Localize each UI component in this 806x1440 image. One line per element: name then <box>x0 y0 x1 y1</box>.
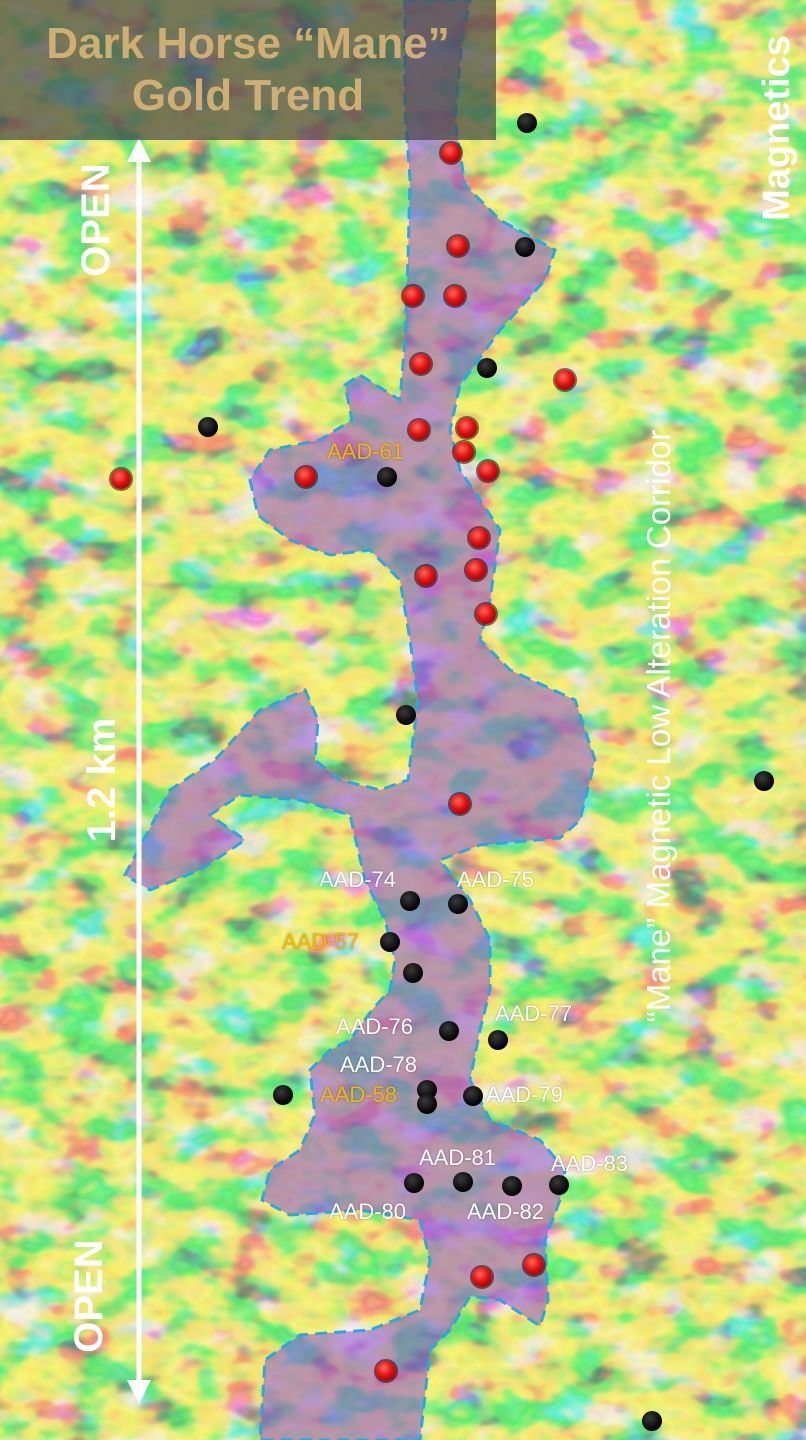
title-panel: Dark Horse “Mane” Gold Trend <box>0 0 496 140</box>
red-dot-icon <box>454 442 474 462</box>
black-dot-icon <box>517 113 537 133</box>
black-dot-icon <box>448 894 468 914</box>
label-aad-80: AAD-80 <box>329 1199 407 1224</box>
label-aad-61: AAD-61 <box>327 439 405 464</box>
black-dot-icon <box>549 1175 569 1195</box>
label-aad-82: AAD-82 <box>467 1199 545 1224</box>
red-dot-icon <box>403 286 423 306</box>
magnetics-label: Magnetics <box>756 35 798 221</box>
red-dot-icon <box>555 370 575 390</box>
red-dot-icon <box>111 469 131 489</box>
black-dot-icon <box>380 932 400 952</box>
open-top-label: OPEN <box>74 163 118 277</box>
black-dot-icon <box>273 1085 293 1105</box>
red-dot-icon <box>478 461 498 481</box>
black-dot-icon <box>439 1021 459 1041</box>
label-aad-76: AAD-76 <box>336 1014 414 1039</box>
black-dot-icon <box>396 705 416 725</box>
open-bottom-label: OPEN <box>67 1239 111 1353</box>
black-dot-icon <box>198 417 218 437</box>
red-dot-icon <box>524 1255 544 1275</box>
black-dot-icon <box>515 237 535 257</box>
scale-bar <box>127 138 151 1404</box>
corridor-label: “Mane” Magnetic Low Alteration Corridor <box>640 429 677 1023</box>
label-aad-57: AAD-57 <box>282 929 360 954</box>
label-aad-79: AAD-79 <box>486 1082 564 1107</box>
red-dot-icon <box>376 1361 396 1381</box>
black-dot-icon <box>453 1172 473 1192</box>
black-dot-icon <box>400 891 420 911</box>
label-aad-58: AAD-58 <box>320 1082 398 1107</box>
red-dot-icon <box>411 354 431 374</box>
black-dot-icon <box>404 1173 424 1193</box>
red-dot-icon <box>409 420 429 440</box>
red-dot-icon <box>466 560 486 580</box>
black-dot-icon <box>463 1086 483 1106</box>
red-dot-icon <box>457 418 477 438</box>
alteration-corridor-fill <box>123 0 597 1440</box>
label-aad-77: AAD-77 <box>495 1001 573 1026</box>
title-line-1: Dark Horse “Mane” <box>46 19 450 68</box>
label-aad-75: AAD-75 <box>457 867 535 892</box>
label-aad-78: AAD-78 <box>340 1052 418 1077</box>
red-dot-icon <box>469 528 489 548</box>
label-aad-83: AAD-83 <box>551 1151 629 1176</box>
black-dot-icon <box>502 1176 522 1196</box>
label-aad-74: AAD-74 <box>319 867 397 892</box>
red-dot-icon <box>445 286 465 306</box>
black-dot-icon <box>754 771 774 791</box>
scale-distance-label: 1.2 km <box>80 717 124 843</box>
black-dot-icon <box>403 963 423 983</box>
red-dot-icon <box>416 566 436 586</box>
red-dot-icon <box>441 143 461 163</box>
red-dot-icon <box>476 604 496 624</box>
label-aad-81: AAD-81 <box>419 1145 497 1170</box>
black-dot-icon <box>477 358 497 378</box>
black-dot-icon <box>488 1030 508 1050</box>
black-dot-icon <box>642 1411 662 1431</box>
black-dot-icon <box>417 1094 437 1114</box>
black-dot-icon <box>377 467 397 487</box>
red-dot-icon <box>448 236 468 256</box>
red-dot-icon <box>296 467 316 487</box>
red-dot-icon <box>472 1267 492 1287</box>
title-line-2: Gold Trend <box>131 71 365 120</box>
red-dot-icon <box>450 794 470 814</box>
